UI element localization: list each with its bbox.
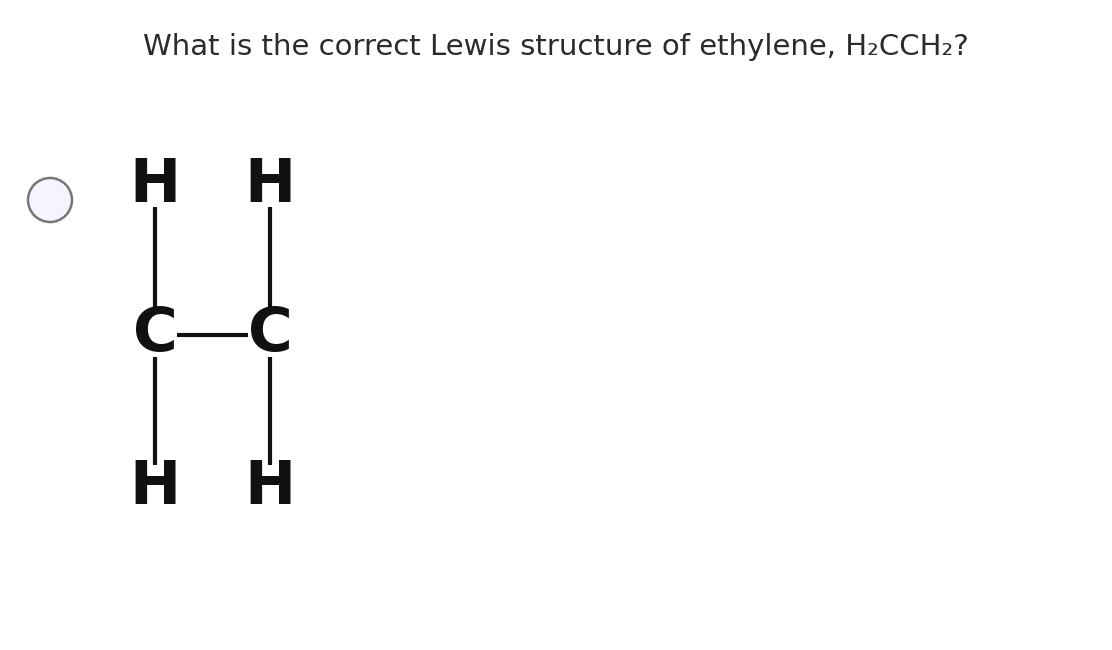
Text: H: H	[245, 458, 296, 517]
Text: C: C	[132, 306, 178, 365]
Text: H: H	[129, 155, 180, 214]
Text: C: C	[248, 306, 292, 365]
Text: What is the correct Lewis structure of ethylene, H₂CCH₂?: What is the correct Lewis structure of e…	[143, 33, 969, 61]
Circle shape	[28, 178, 72, 222]
Text: H: H	[245, 155, 296, 214]
Text: H: H	[129, 458, 180, 517]
